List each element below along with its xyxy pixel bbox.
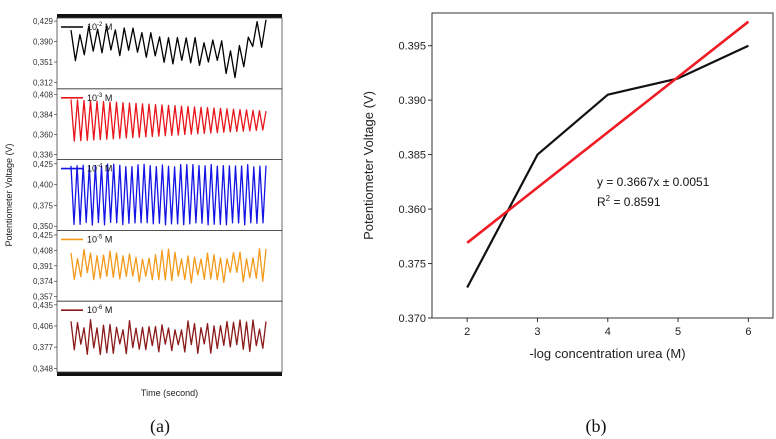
caption-b: (b) (586, 416, 607, 437)
y-tick-label: 0,406 (33, 322, 54, 331)
y-tick-label: 0,350 (33, 222, 54, 231)
plot-frame (431, 12, 774, 319)
y-tick-label: 0,425 (33, 160, 54, 169)
y-tick-label: 0,377 (33, 343, 54, 352)
series-line (70, 319, 267, 356)
y-tick-label: 0,312 (33, 79, 54, 88)
y-tick-label: 0,375 (33, 201, 54, 210)
y-tick-label: 0,408 (33, 91, 54, 100)
y-tick-label: 0,374 (33, 277, 54, 286)
legend-unit: M (102, 164, 112, 174)
legend: 10-4 M (61, 164, 112, 174)
legend: 10-2 M (61, 22, 112, 32)
y-tick-label: 0,425 (33, 231, 54, 240)
subplot-5: 0,435 0,406 0,377 0,348 10-6 M (33, 300, 283, 373)
y-tick-label: 0,348 (33, 364, 54, 373)
r2-letter: R (597, 195, 606, 209)
data-line (466, 44, 749, 289)
x-tick-label: 4 (605, 326, 611, 338)
legend-base: 10 (87, 22, 97, 32)
legend-unit: M (102, 93, 112, 103)
y-axis-label: Potentiometer Voltage (V) (4, 143, 14, 246)
y-tick-label: 0,408 (33, 246, 54, 255)
legend: 10-6 M (61, 305, 112, 315)
y-tick-label: 0,400 (33, 181, 54, 190)
legend-exponent: -5 (97, 234, 103, 240)
y-tick-label: 0.375 (398, 259, 426, 271)
x-tick-label: 6 (745, 326, 751, 338)
legend-exponent: -4 (97, 164, 103, 170)
y-tick-label: 0.370 (398, 313, 426, 325)
y-tick-label: 0,336 (33, 151, 54, 160)
legend-unit: M (102, 22, 112, 32)
legend-label: 10-6 M (87, 305, 112, 315)
chart-panel-b: 2 3 4 5 6 0.370 0.375 0.360 0.385 0.390 0.395 y = 0… (361, 12, 774, 361)
legend-base: 10 (87, 234, 97, 244)
legend-unit: M (102, 234, 112, 244)
x-tick-label: 3 (534, 326, 540, 338)
legend: 10-5 M (61, 234, 112, 244)
series-line (70, 163, 267, 226)
series-line (70, 248, 267, 284)
legend-unit: M (102, 305, 112, 315)
r2-value: = 0.8591 (610, 195, 661, 209)
x-axis-label: -log concentration urea (M) (529, 346, 685, 361)
subplot-1: 0,429 0,390 0,351 0,312 10-2 M (33, 17, 283, 90)
legend-label: 10-4 M (87, 164, 112, 174)
y-tick-label: 0,391 (33, 262, 54, 271)
x-tick-label: 5 (675, 326, 681, 338)
legend-label: 10-2 M (87, 22, 112, 32)
legend-label: 10-3 M (87, 93, 112, 103)
top-tick-strip (57, 14, 282, 18)
x-axis-label: Time (second) (141, 388, 198, 398)
series-line (70, 19, 267, 79)
y-tick-label: 0.385 (398, 150, 426, 162)
legend-exponent: -6 (97, 305, 103, 311)
legend-base: 10 (87, 93, 97, 103)
subplot-frame (56, 300, 283, 373)
legend-base: 10 (87, 305, 97, 315)
legend-label: 10-5 M (87, 234, 112, 244)
legend: 10-3 M (61, 93, 112, 103)
y-tick-label: 0,390 (33, 38, 54, 47)
subplot-2: 0,408 0,384 0,360 0,336 10-3 M (33, 88, 283, 161)
y-tick-label: 0,435 (33, 301, 54, 310)
subplot-3: 0,425 0,400 0,375 0,350 10-4 M (33, 159, 283, 231)
legend-exponent: -3 (97, 93, 103, 99)
r2-exponent: 2 (606, 194, 611, 203)
y-tick-label: 0.360 (398, 204, 426, 216)
legend-exponent: -2 (97, 22, 103, 28)
y-tick-label: 0.390 (398, 95, 426, 107)
y-tick-label: 0,351 (33, 58, 54, 67)
series-line (70, 99, 267, 142)
y-tick-label: 0,384 (33, 111, 54, 120)
bottom-tick-strip (57, 372, 282, 376)
x-tick-label: 2 (464, 326, 470, 338)
fit-equation: y = 0.3667x ± 0.0051 (597, 175, 710, 189)
y-tick-label: 0,360 (33, 131, 54, 140)
fit-line (466, 20, 750, 244)
legend-base: 10 (87, 164, 97, 174)
y-axis-label: Potentiometer Voltage (V) (361, 91, 376, 240)
caption-a: (a) (150, 416, 170, 437)
subplot-4: 0,425 0,408 0,391 0,374 0,357 10-5 M (33, 229, 283, 302)
y-tick-label: 0.395 (398, 41, 426, 53)
y-tick-label: 0,357 (33, 293, 54, 302)
y-tick-label: 0,429 (33, 17, 54, 26)
fit-r-squared: R2 = 0.8591 (597, 194, 661, 209)
